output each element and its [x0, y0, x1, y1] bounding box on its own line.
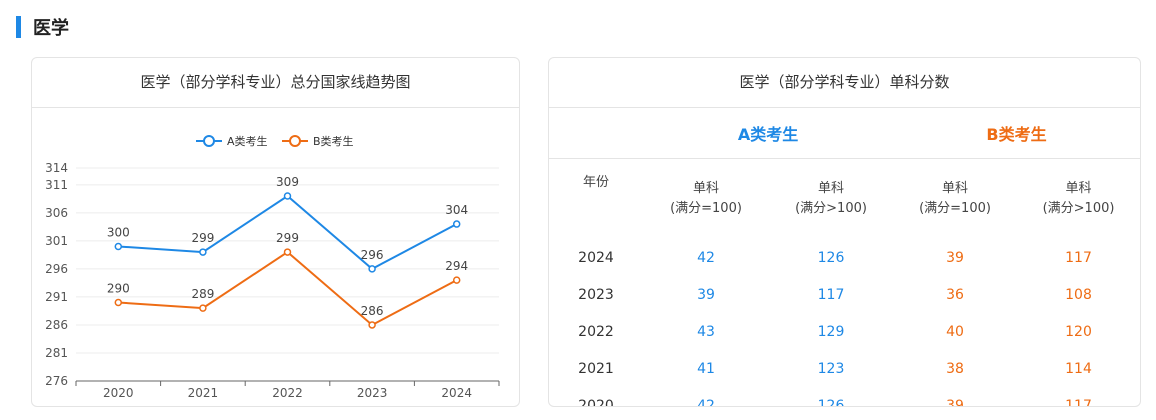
y-tick-label: 281 [45, 346, 68, 360]
col-header-b-100: 单科 (满分=100) [893, 159, 1017, 240]
data-label: 289 [191, 287, 214, 301]
x-tick-label: 2024 [441, 386, 472, 400]
series-line [118, 250, 458, 327]
data-point [114, 242, 123, 251]
year-header: 年份 [582, 175, 609, 190]
y-tick-label: 311 [45, 178, 68, 192]
y-tick-label: 306 [45, 206, 68, 220]
table-row: 2022 43 129 40 120 [549, 313, 1140, 350]
col-header-label: 单科 [818, 181, 845, 196]
b-score-100-cell: 39 [946, 397, 964, 407]
legend-label: B类考生 [313, 134, 354, 148]
a-score-over-cell: 126 [817, 249, 845, 266]
section-accent-bar [16, 16, 21, 38]
score-table: A类考生 B类考生 年份 单科 (满分=100) 单科 (满分>100) 单科 … [549, 108, 1140, 407]
table-row: 2023 39 117 36 108 [549, 276, 1140, 313]
a-score-100-cell: 42 [697, 397, 715, 407]
data-point [114, 298, 123, 307]
year-cell: 2020 [578, 397, 614, 407]
data-label: 296 [361, 248, 384, 262]
data-point [199, 304, 207, 312]
y-tick-label: 314 [45, 161, 68, 175]
y-tick-label: 296 [45, 262, 68, 276]
data-point [452, 220, 461, 228]
data-label: 309 [276, 175, 299, 189]
data-label: 300 [107, 225, 130, 239]
legend-marker [203, 135, 215, 147]
data-label: 304 [445, 203, 468, 217]
data-label: 299 [191, 231, 214, 245]
data-point [368, 265, 376, 273]
chart-title: 医学（部分学科专业）总分国家线趋势图 [32, 58, 519, 108]
year-cell: 2023 [578, 286, 614, 303]
data-label: 299 [276, 231, 299, 245]
data-label: 290 [107, 282, 130, 296]
y-tick-label: 276 [45, 374, 68, 388]
b-score-100-cell: 38 [946, 360, 964, 377]
x-tick-label: 2023 [357, 386, 388, 400]
col-header-note: (满分=100) [919, 201, 991, 216]
col-header-label: 单科 [942, 181, 969, 196]
legend-marker [289, 135, 301, 147]
table-title: 医学（部分学科专业）单科分数 [549, 58, 1140, 108]
b-score-over-cell: 108 [1065, 286, 1092, 303]
a-score-over-cell: 123 [817, 360, 845, 377]
a-score-100-cell: 43 [697, 323, 715, 340]
col-header-a-over: 单科 (满分>100) [769, 159, 893, 240]
a-score-over-cell: 126 [817, 397, 845, 407]
a-score-100-cell: 41 [697, 360, 715, 377]
b-score-over-cell: 120 [1065, 323, 1092, 340]
x-tick-label: 2020 [103, 386, 134, 400]
col-header-a-100: 单科 (满分=100) [643, 159, 769, 240]
col-header-note: (满分>100) [795, 201, 867, 216]
section-header: 医学 [16, 14, 69, 40]
b-score-over-cell: 117 [1065, 249, 1092, 266]
y-tick-label: 301 [45, 234, 68, 248]
a-score-100-cell: 42 [697, 249, 715, 266]
data-point [199, 248, 207, 256]
year-cell: 2021 [578, 360, 614, 377]
b-score-over-cell: 117 [1065, 397, 1092, 407]
year-cell: 2024 [578, 249, 614, 266]
col-header-b-over: 单科 (满分>100) [1017, 159, 1140, 240]
col-header-note: (满分>100) [1042, 201, 1115, 216]
col-header-label: 单科 [692, 181, 719, 196]
b-score-100-cell: 39 [946, 249, 964, 266]
x-tick-label: 2022 [272, 386, 303, 400]
group-a-header: A类考生 [643, 108, 894, 159]
table-row: 2021 41 123 38 114 [549, 350, 1140, 387]
data-label: 294 [445, 259, 468, 273]
y-tick-label: 291 [45, 290, 68, 304]
col-header-note: (满分=100) [670, 201, 742, 216]
data-label: 286 [361, 304, 384, 318]
chart-card: 医学（部分学科专业）总分国家线趋势图 276 281 286 291 296 301 306… [31, 57, 520, 407]
data-point [368, 321, 376, 329]
x-tick-label: 2021 [188, 386, 219, 400]
b-score-over-cell: 114 [1065, 360, 1092, 377]
b-score-100-cell: 40 [946, 323, 964, 340]
legend-label: A类考生 [227, 134, 268, 148]
column-header-row: 年份 单科 (满分=100) 单科 (满分>100) 单科 (满分=100) 单… [549, 159, 1140, 240]
group-header-row: A类考生 B类考生 [549, 108, 1140, 159]
b-score-100-cell: 36 [946, 286, 964, 303]
data-point [283, 248, 292, 256]
col-header-label: 单科 [1065, 181, 1092, 196]
table-card: 医学（部分学科专业）单科分数 A类考生 B类考生 年份 单科 (满分=100) … [548, 57, 1141, 407]
line-chart: 276 281 286 291 296 301 306 311 314 2020 2021 2022 2… [45, 134, 500, 400]
year-cell: 2022 [578, 323, 614, 340]
table-row: 2020 42 126 39 117 [549, 387, 1140, 407]
a-score-over-cell: 117 [817, 286, 845, 303]
y-tick-label: 286 [45, 318, 68, 332]
data-point [283, 192, 292, 200]
table-row: 2024 42 126 39 117 [549, 239, 1140, 276]
data-point [452, 276, 461, 284]
section-title: 医学 [33, 18, 69, 39]
a-score-over-cell: 129 [817, 323, 845, 340]
group-header-spacer [549, 108, 643, 159]
a-score-100-cell: 39 [697, 286, 715, 303]
group-b-header: B类考生 [893, 108, 1140, 159]
